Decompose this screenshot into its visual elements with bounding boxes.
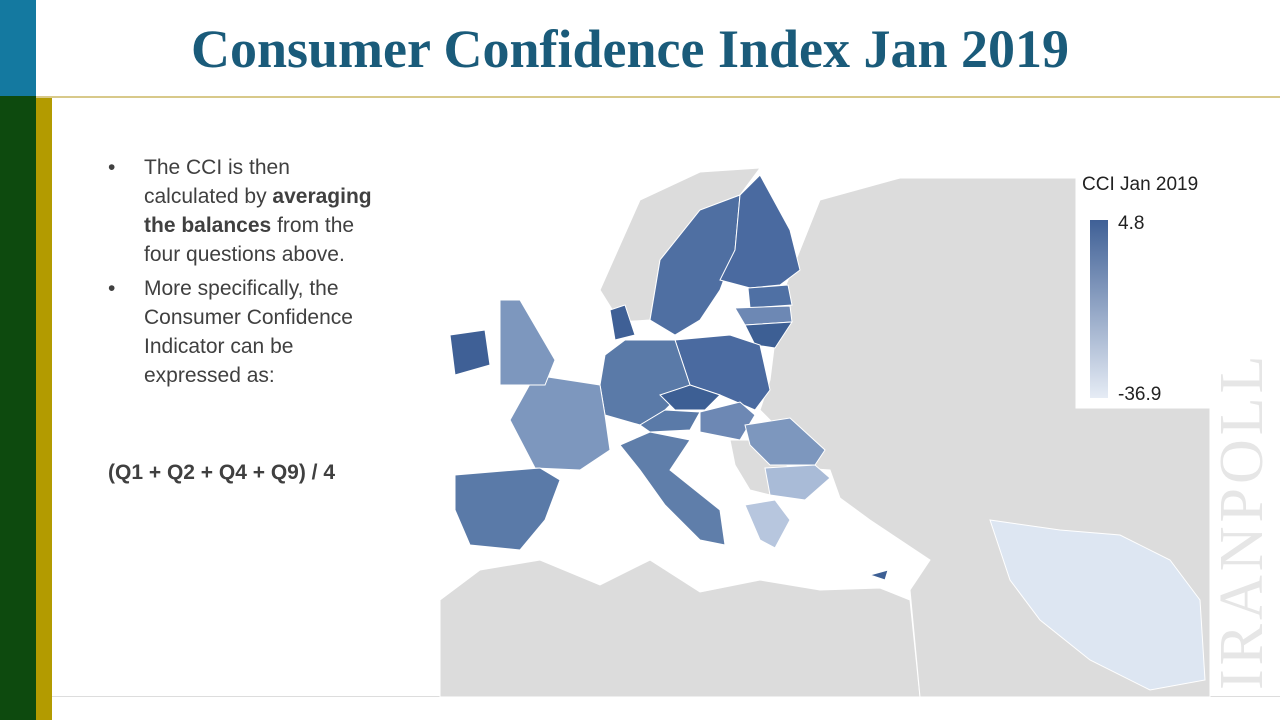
watermark: IRANPOLL: [1208, 351, 1276, 690]
stripe-gold: [36, 96, 52, 720]
iran: [989, 519, 1206, 691]
bullet: More specifically, the Consumer Confiden…: [108, 274, 378, 390]
slide-title: Consumer Confidence Index Jan 2019: [190, 19, 1070, 79]
stripe-green: [0, 96, 36, 720]
formula: (Q1 + Q2 + Q4 + Q9) / 4: [108, 461, 336, 484]
bullet-list: The CCI is then calculated by averaging …: [108, 153, 378, 395]
eu-countries: [449, 174, 889, 581]
legend-max: 4.8: [1118, 213, 1144, 234]
bullet: The CCI is then calculated by averaging …: [108, 153, 378, 269]
header-rule: [36, 96, 1280, 98]
legend-gradient: [1090, 220, 1108, 398]
stripe-top: [0, 0, 36, 96]
bullet-text: from the four questions above.: [144, 214, 355, 266]
bullet-text: The CCI is then calculated by: [144, 156, 290, 208]
legend-min: -36.9: [1118, 384, 1161, 405]
bullet-text: averaging the balances: [144, 185, 372, 237]
bullet-text: More specifically, the Consumer Confiden…: [144, 277, 353, 387]
legend-title: CCI Jan 2019: [1082, 174, 1198, 195]
